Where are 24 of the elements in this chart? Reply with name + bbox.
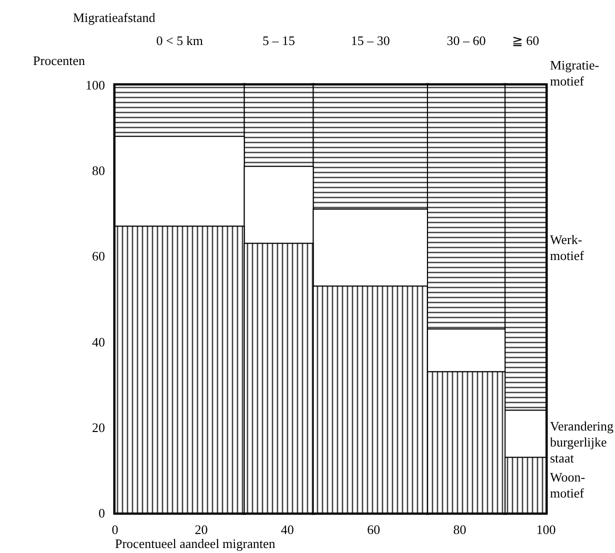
y-tick-label: 100 — [86, 78, 105, 92]
chart-title: Migratieafstand — [73, 10, 156, 25]
y-tick-label: 0 — [98, 506, 105, 520]
x-tick-label: 0 — [112, 522, 118, 537]
x-tick-label: 20 — [194, 522, 208, 537]
series-label: Werk- motief — [550, 232, 585, 264]
legend-title: Migratie- motief — [550, 58, 600, 88]
series-label: Verandering burgerlijke staat — [550, 418, 614, 466]
x-tick-label: 40 — [280, 522, 294, 537]
y-tick-label: 60 — [92, 248, 105, 264]
series-label: Woon- motief — [550, 470, 586, 501]
x-tick-label: 80 — [453, 522, 466, 537]
text: 30 – 60 — [446, 33, 486, 48]
y-axis-title: Procenten — [33, 53, 86, 68]
text: 0 < 5 km — [156, 33, 203, 48]
text: 15 – 30 — [350, 33, 390, 48]
y-tick-label: 80 — [92, 163, 105, 178]
text: ≧ 60 — [512, 33, 540, 48]
y-tick-label: 40 — [92, 334, 105, 350]
text: 5 – 15 — [262, 33, 296, 48]
y-tick-label: 20 — [92, 420, 105, 435]
x-axis-title: Procentueel aandeel migranten — [115, 536, 276, 551]
x-tick-label: 60 — [367, 522, 380, 537]
x-tick-label: 100 — [536, 522, 556, 537]
